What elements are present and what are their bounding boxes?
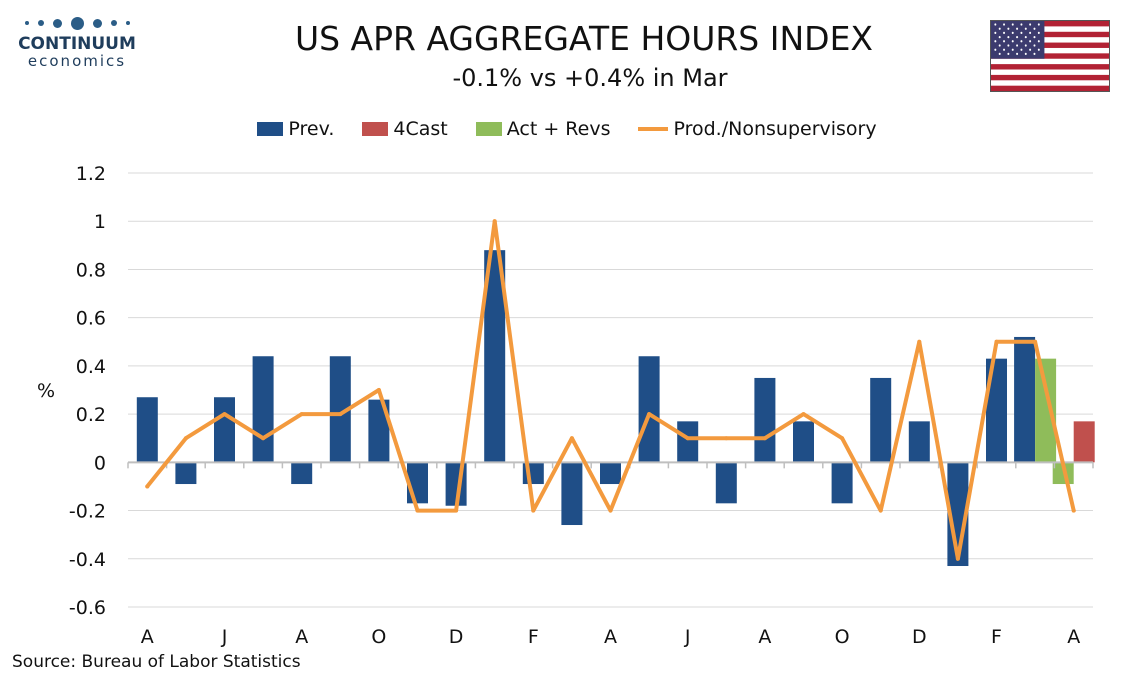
line-point-prod-nonsupervisory <box>840 436 845 441</box>
legend-label-prev: Prev. <box>288 118 335 140</box>
x-tick-label: D <box>449 626 464 648</box>
line-point-prod-nonsupervisory <box>647 412 652 417</box>
x-tick-label: F <box>991 626 1002 648</box>
x-tick-label: O <box>371 626 386 648</box>
line-point-prod-nonsupervisory <box>531 508 536 513</box>
bar-prev <box>329 356 351 463</box>
line-point-prod-nonsupervisory <box>415 508 420 513</box>
legend-swatch-prod-nonsupervisory <box>638 127 669 131</box>
bar-prev <box>638 356 660 463</box>
legend-item-prev: Prev. <box>257 118 334 140</box>
y-tick-label: 1.2 <box>76 163 106 185</box>
bar-prev <box>908 421 930 463</box>
line-point-prod-nonsupervisory <box>724 436 729 441</box>
legend-swatch-act-revs <box>475 122 502 136</box>
bar-prev <box>715 462 737 504</box>
line-prod-nonsupervisory <box>145 219 1076 561</box>
chart-subtitle: -0.1% vs +0.4% in Mar <box>452 64 728 92</box>
bar-prev <box>986 358 1007 463</box>
y-tick-label: 0 <box>94 452 106 474</box>
legend-label-prod-nonsupervisory: Prod./Nonsupervisory <box>673 118 877 140</box>
line-point-prod-nonsupervisory <box>261 436 266 441</box>
bar-prev <box>175 462 197 485</box>
bar-prev <box>677 421 699 463</box>
line-point-prod-nonsupervisory <box>338 412 343 417</box>
source-note: Source: Bureau of Labor Statistics <box>12 652 301 672</box>
y-tick-label: 0.2 <box>76 404 106 426</box>
legend-swatch-prev <box>257 122 284 136</box>
y-tick-label: 0.4 <box>76 356 106 378</box>
line-point-prod-nonsupervisory <box>762 436 767 441</box>
legend-item-prod-nonsupervisory: Prod./Nonsupervisory <box>638 118 877 140</box>
bar-prev <box>831 462 853 504</box>
bar-prev <box>1014 336 1036 463</box>
line-point-prod-nonsupervisory <box>376 388 381 392</box>
logo-subword: economics <box>27 52 127 70</box>
line-point-prod-nonsupervisory <box>955 556 960 561</box>
legend-item-4cast: 4Cast <box>362 118 448 140</box>
x-tick-label: F <box>528 626 539 648</box>
chart-legend: Prev. 4Cast Act + Revs Prod./Nonsupervis… <box>0 118 1134 140</box>
x-tick-label: J <box>221 626 228 648</box>
x-tick-label: O <box>835 626 850 648</box>
line-point-prod-nonsupervisory <box>608 508 613 513</box>
bar-prev <box>291 462 313 485</box>
chart-title: US APR AGGREGATE HOURS INDEX <box>294 19 874 58</box>
x-tick-label: A <box>295 626 308 648</box>
x-tick-label: A <box>604 626 617 648</box>
line-point-prod-nonsupervisory <box>878 508 883 513</box>
bar-prev <box>870 377 892 463</box>
bar-prev <box>484 250 506 463</box>
y-tick-label: 0.6 <box>76 308 106 330</box>
line-point-prod-nonsupervisory <box>685 436 690 441</box>
line-point-prod-nonsupervisory <box>492 219 497 224</box>
brand-logo: CONTINUUM economics <box>12 14 142 70</box>
line-point-prod-nonsupervisory <box>801 412 806 417</box>
bar-prev <box>793 421 814 463</box>
x-tick-label: A <box>758 626 771 648</box>
x-tick-label: D <box>912 626 927 648</box>
line-point-prod-nonsupervisory <box>994 339 999 344</box>
y-axis-label: % <box>37 380 55 402</box>
line-point-prod-nonsupervisory <box>183 436 188 441</box>
x-tick-label: J <box>684 626 691 648</box>
bar-prev <box>754 377 776 463</box>
line-point-prod-nonsupervisory <box>222 412 227 417</box>
legend-label-4cast: 4Cast <box>393 118 448 140</box>
line-point-prod-nonsupervisory <box>299 412 304 417</box>
y-tick-label: -0.6 <box>69 597 106 619</box>
line-point-prod-nonsupervisory <box>454 508 459 513</box>
x-tick-label: A <box>141 626 154 648</box>
bar-act-revs <box>1035 358 1057 463</box>
line-point-prod-nonsupervisory <box>1071 508 1076 513</box>
bar-prev <box>214 397 235 463</box>
bar-4cast <box>1073 421 1095 463</box>
bar-prev <box>368 399 390 463</box>
legend-item-act-revs: Act + Revs <box>475 118 611 140</box>
y-tick-label: 1 <box>94 211 106 233</box>
y-tick-label: 0.8 <box>76 259 106 281</box>
y-tick-label: -0.2 <box>69 501 106 523</box>
x-tick-label: A <box>1067 626 1080 648</box>
logo-dots-icon <box>12 14 142 32</box>
bar-prev <box>600 462 621 485</box>
line-point-prod-nonsupervisory <box>569 436 574 441</box>
legend-swatch-4cast <box>362 122 389 136</box>
line-point-prod-nonsupervisory <box>145 484 150 489</box>
us-flag-icon <box>990 20 1110 92</box>
bar-prev <box>252 356 274 463</box>
logo-word: CONTINUUM <box>18 34 136 54</box>
line-point-prod-nonsupervisory <box>1033 339 1038 344</box>
bar-prev <box>136 397 158 463</box>
bar-prev <box>561 462 583 526</box>
y-tick-label: -0.4 <box>69 549 106 571</box>
legend-label-act-revs: Act + Revs <box>506 118 611 140</box>
line-point-prod-nonsupervisory <box>917 339 922 344</box>
